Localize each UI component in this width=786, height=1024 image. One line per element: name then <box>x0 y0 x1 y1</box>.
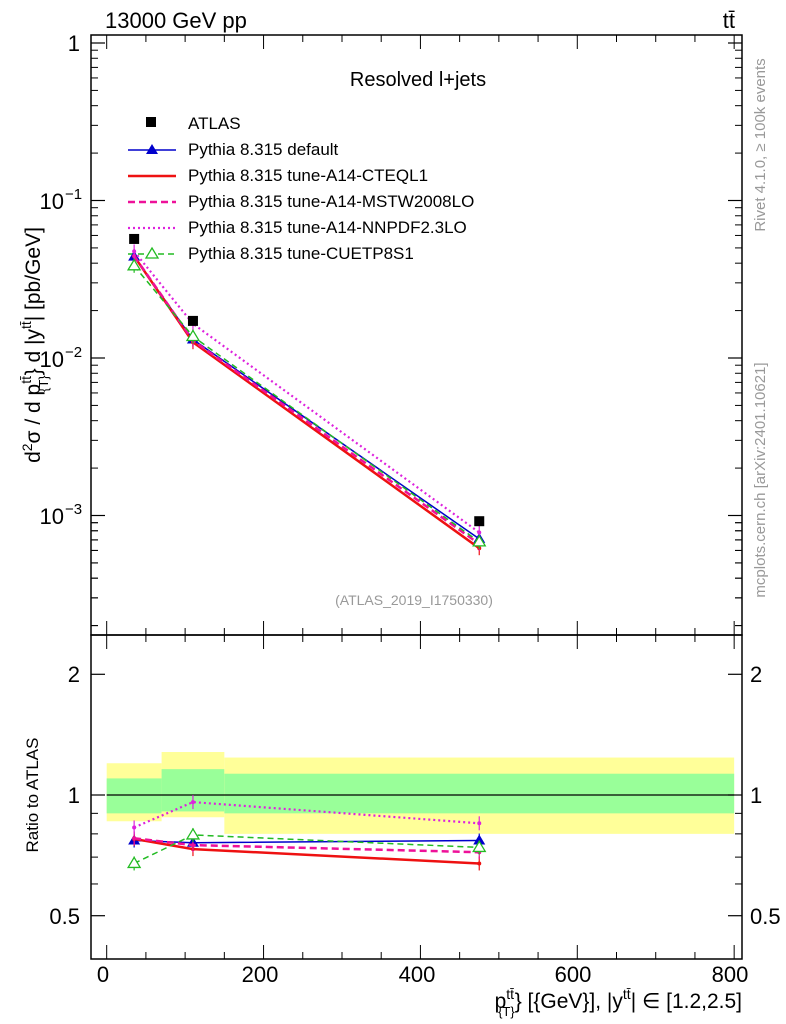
ytick-exponent-1e-2: −2 <box>65 344 82 361</box>
xtick-label-600: 600 <box>555 962 592 987</box>
ratio-band-inner <box>224 773 735 814</box>
ytick-label-1e-1: 10 <box>40 189 64 214</box>
ytick-exponent-1e-3: −3 <box>65 501 82 518</box>
xtick-label-0: 0 <box>97 962 109 987</box>
ratio-point-cuetp <box>126 856 142 869</box>
ratio-point-mstw <box>132 836 137 841</box>
analysis-title: Resolved l+jets <box>350 69 486 91</box>
main-point-cuetp <box>185 329 201 342</box>
main-line-nnpdf <box>133 250 480 534</box>
process-label: tt̄ <box>723 8 735 33</box>
energy-label: 13000 GeV pp <box>105 8 247 33</box>
ratio-ytick-label-right-1: 1 <box>750 783 762 808</box>
ratio-point-default <box>473 834 486 845</box>
lower-panel-frame <box>90 634 743 960</box>
xtick-label-400: 400 <box>399 962 436 987</box>
ratio-bands-layer <box>106 752 735 834</box>
ratio-point-nnpdf <box>190 800 195 805</box>
legend-label-atlas: ATLAS <box>188 114 241 133</box>
ratio-ytick-label-0.5: 0.5 <box>49 904 80 929</box>
ratio-line-default <box>134 839 480 844</box>
ytick-label-1e-3: 10 <box>40 504 64 529</box>
ratio-ytick-label-2: 2 <box>68 662 80 687</box>
main-point-nnpdf <box>477 530 482 535</box>
ratio-point-cuetp <box>472 840 487 853</box>
xtick-label-800: 800 <box>712 962 749 987</box>
x-axis-label: ptt̄ {T}} [{GeV}], |ytt̄| ∈ [1.2,2.5] <box>495 986 742 1019</box>
upper-ylabel: d2σ / d ptt̄ {T}} d |ytt̄| [pb/GeV] <box>18 227 51 463</box>
legend: ATLAS Pythia 8.315 default Pythia 8.315 … <box>128 114 474 263</box>
lower-panel-ticks <box>91 635 742 959</box>
legend-label-cteql1: Pythia 8.315 tune-A14-CTEQL1 <box>188 166 428 185</box>
ratio-point-mstw <box>190 843 195 848</box>
legend-marker-default <box>146 144 158 154</box>
legend-label-nnpdf: Pythia 8.315 tune-A14-NNPDF2.3LO <box>188 218 467 237</box>
legend-label-mstw: Pythia 8.315 tune-A14-MSTW2008LO <box>188 192 474 211</box>
legend-marker-atlas <box>146 117 156 127</box>
ratio-series-layer <box>126 795 487 871</box>
main-point-cuetp <box>472 534 487 547</box>
data-point-atlas <box>187 315 198 326</box>
rivet-version-label: Rivet 4.1.0, ≥ 100k events <box>752 58 769 231</box>
legend-label-cuetp: Pythia 8.315 tune-CUETP8S1 <box>188 244 414 263</box>
main-point-cuetp <box>126 258 142 271</box>
analysis-watermark: (ATLAS_2019_I1750330) <box>335 592 493 608</box>
data-point-atlas <box>474 516 485 527</box>
ratio-point-cteql1 <box>477 861 482 866</box>
upper-panel-ticks <box>91 35 742 635</box>
ratio-ytick-label-right-0.5: 0.5 <box>750 904 781 929</box>
ratio-point-cuetp <box>185 827 201 840</box>
main-line-cuetp <box>133 265 480 543</box>
ratio-point-nnpdf <box>132 825 137 830</box>
xtick-label-200: 200 <box>242 962 279 987</box>
ratio-ytick-label-right-2: 2 <box>750 662 762 687</box>
mcplots-label: mcplots.cern.ch [arXiv:2401.10621] <box>752 362 769 597</box>
legend-marker-cuetp <box>144 246 160 259</box>
ratio-ylabel: Ratio to ATLAS <box>23 738 42 853</box>
ratio-ytick-label-1: 1 <box>68 783 80 808</box>
main-line-default <box>133 256 480 540</box>
main-point-nnpdf <box>132 249 137 254</box>
ratio-line-nnpdf <box>133 800 480 829</box>
data-point-atlas <box>129 233 140 244</box>
ratio-band-inner <box>106 778 162 814</box>
ratio-point-nnpdf <box>477 821 482 826</box>
legend-label-default: Pythia 8.315 default <box>188 140 339 159</box>
ytick-label-1e-2: 10 <box>40 347 64 372</box>
ratio-line-cuetp <box>133 834 480 865</box>
main-line-mstw <box>133 255 480 545</box>
ytick-exponent-1e-1: −1 <box>65 186 82 203</box>
main-series-layer <box>126 233 487 556</box>
ytick-label-1: 1 <box>68 31 80 56</box>
